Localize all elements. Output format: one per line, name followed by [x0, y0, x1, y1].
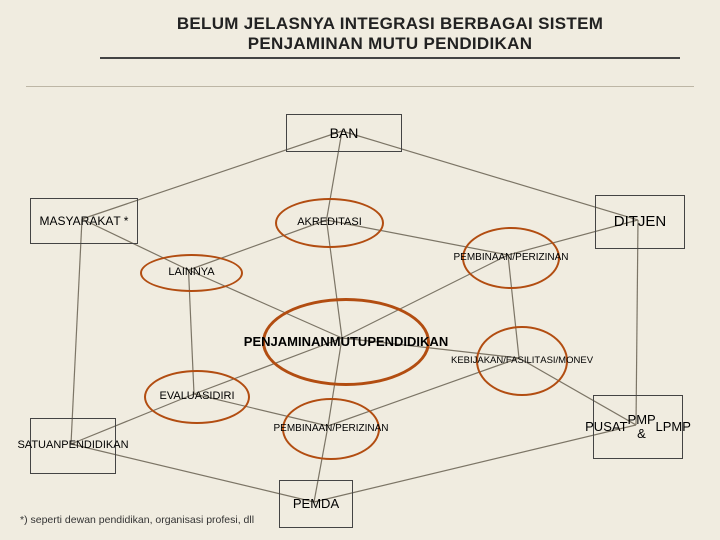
node-kebijakan: KEBIJAKAN/FASILITASI/MONEV	[476, 326, 568, 396]
node-pembinaan1: PEMBINAAN/PERIZINAN	[462, 227, 560, 289]
diagram-stage: { "title": { "line1": "BELUM JELASNYA IN…	[0, 0, 720, 540]
node-ban: BAN	[286, 114, 402, 152]
node-pusat: PUSATPMP &LPMP	[593, 395, 683, 459]
node-ditjen: DITJEN	[595, 195, 685, 249]
node-satuan: SATUANPENDIDIKAN	[30, 418, 116, 474]
horizontal-rule	[26, 86, 694, 87]
node-pembinaan2: PEMBINAAN/PERIZINAN	[282, 398, 380, 460]
node-center: PENJAMINANMUTUPENDIDIKAN	[262, 298, 430, 386]
node-akreditasi: AKREDITASI	[275, 198, 384, 248]
title-line-2: PENJAMINAN MUTU PENDIDIKAN	[100, 34, 680, 54]
node-lainnya: LAINNYA	[140, 254, 243, 292]
node-evaluasi: EVALUASIDIRI	[144, 370, 250, 424]
title-line-1: BELUM JELASNYA INTEGRASI BERBAGAI SISTEM	[100, 14, 680, 34]
footnote: *) seperti dewan pendidikan, organisasi …	[20, 514, 254, 526]
title-underline	[100, 57, 680, 59]
page-title: BELUM JELASNYA INTEGRASI BERBAGAI SISTEM…	[100, 14, 680, 54]
node-pemda: PEMDA	[279, 480, 353, 528]
node-masyarakat: MASYARAKAT *	[30, 198, 138, 244]
